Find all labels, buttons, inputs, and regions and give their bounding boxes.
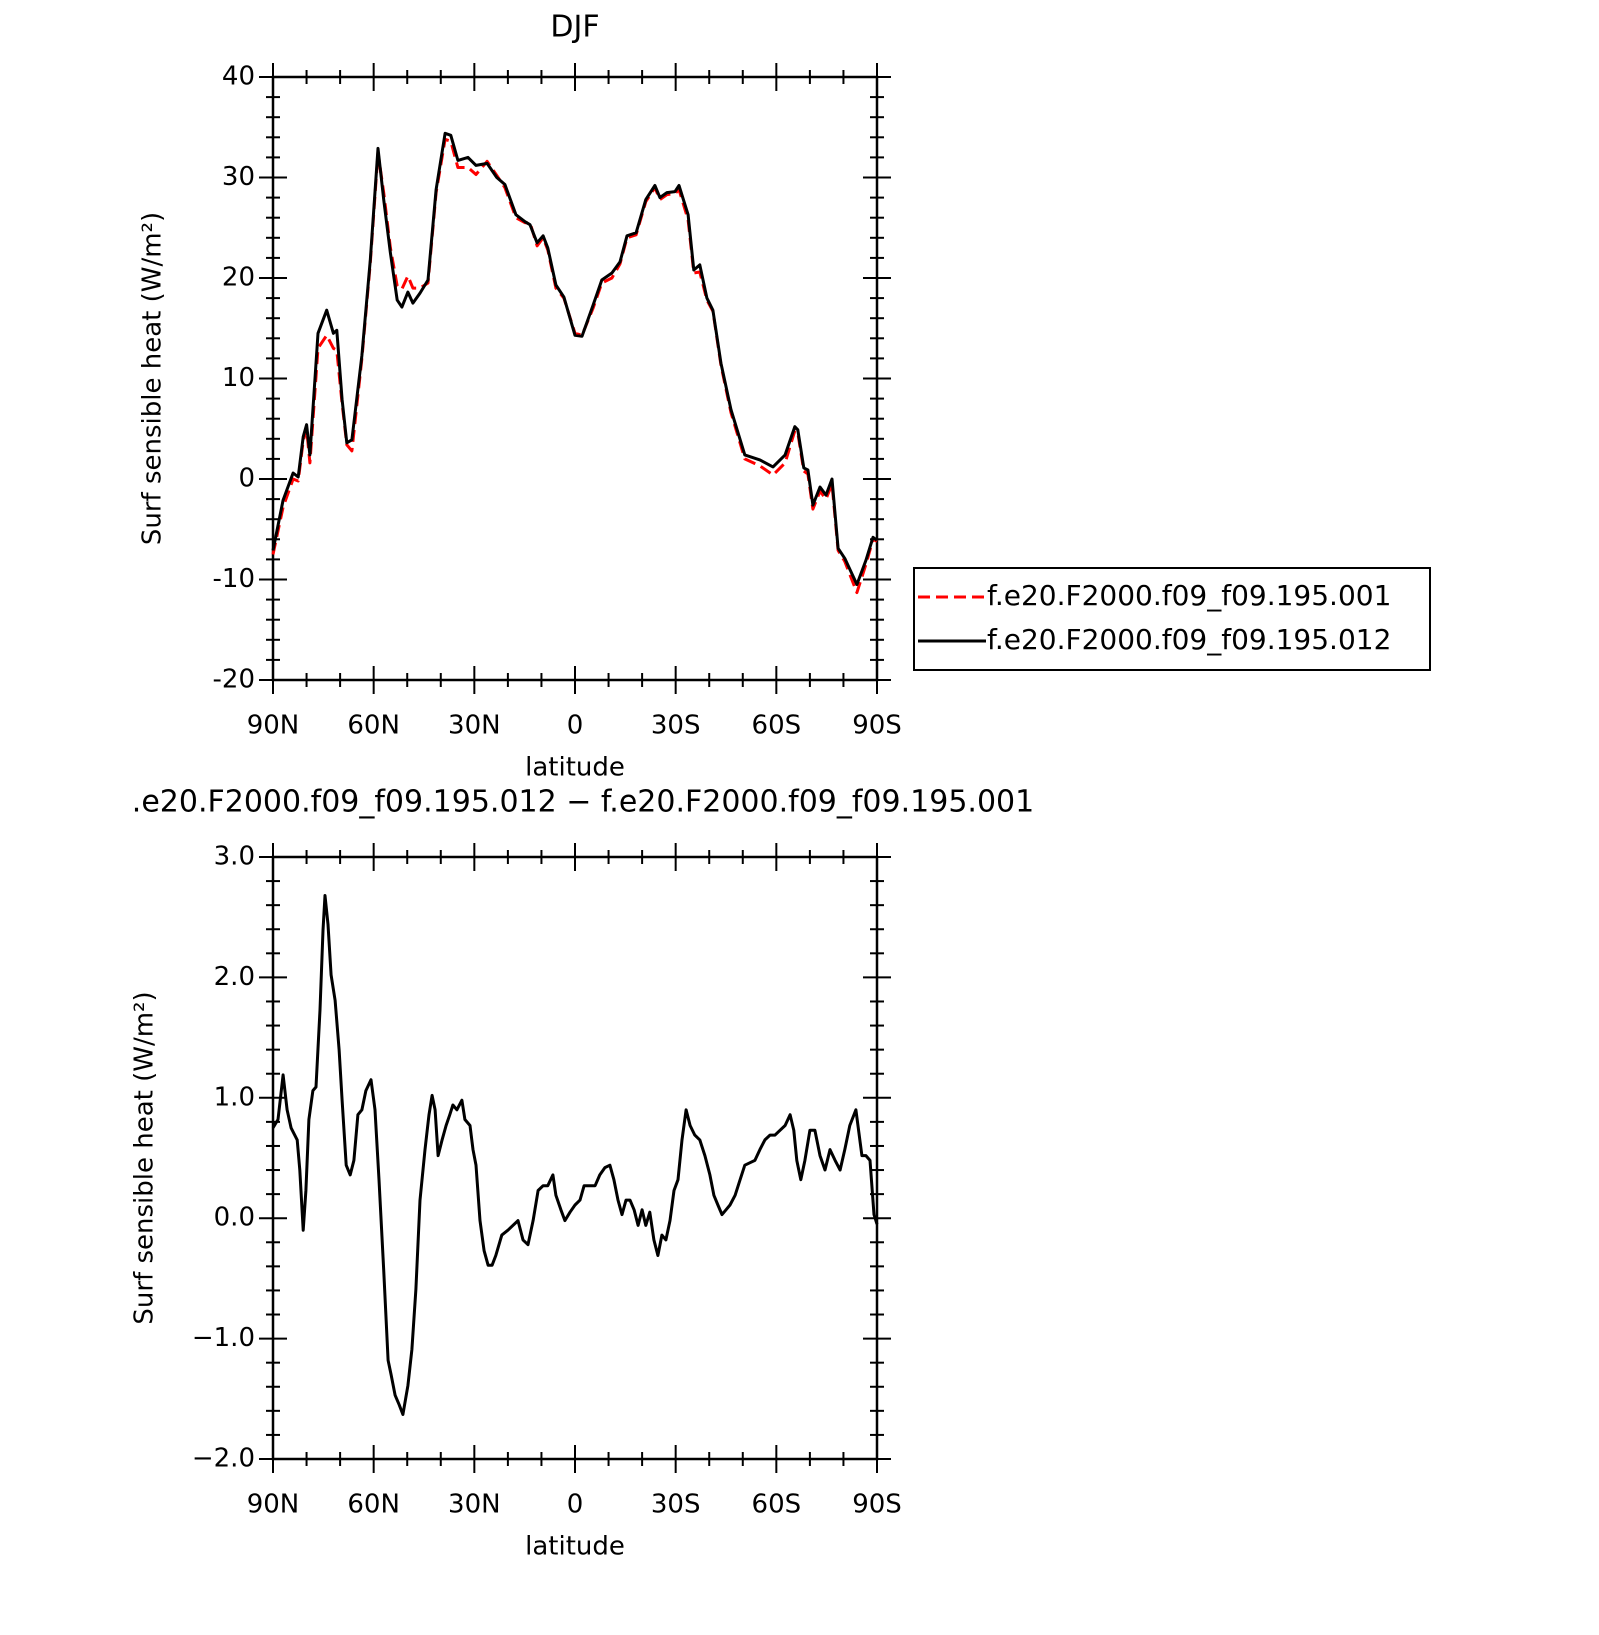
legend-label: f.e20.F2000.f09_f09.195.012 xyxy=(987,623,1391,656)
x-tick-label: 30N xyxy=(448,1490,501,1520)
y-tick-label: 2.0 xyxy=(214,962,255,992)
series-line xyxy=(271,894,879,1416)
legend-label: f.e20.F2000.f09_f09.195.001 xyxy=(987,579,1391,612)
series-line xyxy=(271,137,878,595)
x-tick-label: 60S xyxy=(752,711,802,741)
y-tick-label: 40 xyxy=(222,62,255,92)
x-tick-label: 0 xyxy=(567,711,584,741)
y-tick-label: 0.0 xyxy=(214,1203,255,1233)
x-axis-label: latitude xyxy=(525,1532,625,1562)
legend-box xyxy=(913,567,1431,671)
y-tick-label: 20 xyxy=(222,263,255,293)
x-tick-label: 90N xyxy=(247,1490,300,1520)
y-axis-label: Surf sensible heat (W/m²) xyxy=(138,212,168,545)
y-tick-label: 10 xyxy=(222,363,255,393)
x-tick-label: 90N xyxy=(247,711,300,741)
x-tick-label: 90S xyxy=(852,1490,902,1520)
y-tick-label: -20 xyxy=(213,665,255,695)
y-tick-label: 30 xyxy=(222,162,255,192)
x-tick-label: 30S xyxy=(651,711,701,741)
chart-title: .e20.F2000.f09_f09.195.012 − f.e20.F2000… xyxy=(132,785,1034,820)
y-tick-label: −2.0 xyxy=(192,1444,255,1474)
plot-frame xyxy=(271,855,879,1461)
plot-frame xyxy=(271,75,879,682)
y-tick-label: −1.0 xyxy=(192,1323,255,1353)
x-axis-label: latitude xyxy=(525,753,625,783)
y-tick-label: 1.0 xyxy=(214,1082,255,1112)
y-axis-label: Surf sensible heat (W/m²) xyxy=(130,991,160,1324)
x-tick-label: 60N xyxy=(347,1490,400,1520)
x-tick-label: 90S xyxy=(852,711,902,741)
y-tick-label: -10 xyxy=(213,564,255,594)
chart-title: DJF xyxy=(550,10,599,45)
series-line xyxy=(271,131,878,586)
x-tick-label: 30N xyxy=(448,711,501,741)
y-tick-label: 0 xyxy=(238,464,255,494)
x-tick-label: 0 xyxy=(567,1490,584,1520)
y-tick-label: 3.0 xyxy=(214,842,255,872)
x-tick-label: 60S xyxy=(752,1490,802,1520)
x-tick-label: 60N xyxy=(347,711,400,741)
x-tick-label: 30S xyxy=(651,1490,701,1520)
